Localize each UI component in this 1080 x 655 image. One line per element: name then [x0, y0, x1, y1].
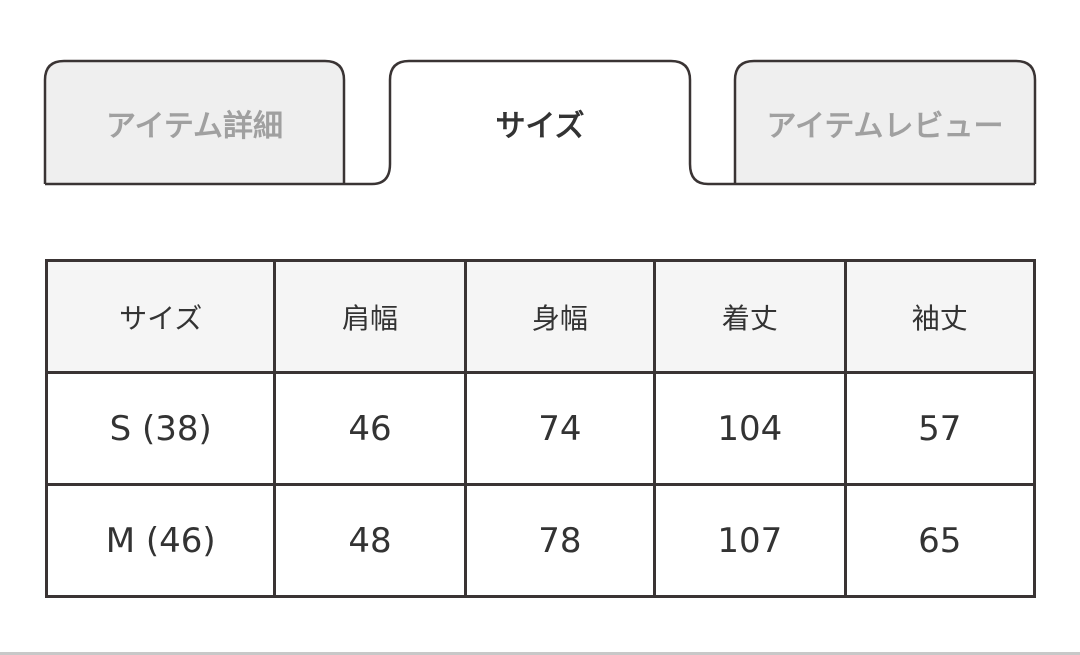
table-row: S (38) 46 74 104 57 [44, 371, 1037, 486]
header-shoulder-width: 肩幅 [273, 259, 467, 374]
header-size: サイズ [44, 259, 277, 374]
cell-sleeve-length: 57 [843, 371, 1037, 486]
cell-sleeve-length: 65 [843, 483, 1037, 598]
tab-size[interactable]: サイズ [495, 108, 585, 144]
table-row: M (46) 48 78 107 65 [44, 483, 1037, 598]
divider [0, 652, 1080, 655]
header-sleeve-length: 袖丈 [843, 259, 1037, 374]
size-table: サイズ 肩幅 身幅 着丈 袖丈 S (38) 46 74 104 57 M (4… [44, 259, 1037, 598]
header-length: 着丈 [653, 259, 847, 374]
cell-body-width: 74 [463, 371, 657, 486]
header-body-width: 身幅 [463, 259, 657, 374]
cell-size: M (46) [44, 483, 277, 598]
cell-length: 104 [653, 371, 847, 486]
cell-shoulder-width: 48 [273, 483, 467, 598]
cell-body-width: 78 [463, 483, 657, 598]
tab-outline [43, 59, 1037, 186]
cell-length: 107 [653, 483, 847, 598]
tab-item-details[interactable]: アイテム詳細 [106, 108, 283, 144]
cell-shoulder-width: 46 [273, 371, 467, 486]
table-header-row: サイズ 肩幅 身幅 着丈 袖丈 [44, 259, 1037, 374]
tab-item-review[interactable]: アイテムレビュー [766, 108, 1004, 144]
cell-size: S (38) [44, 371, 277, 486]
